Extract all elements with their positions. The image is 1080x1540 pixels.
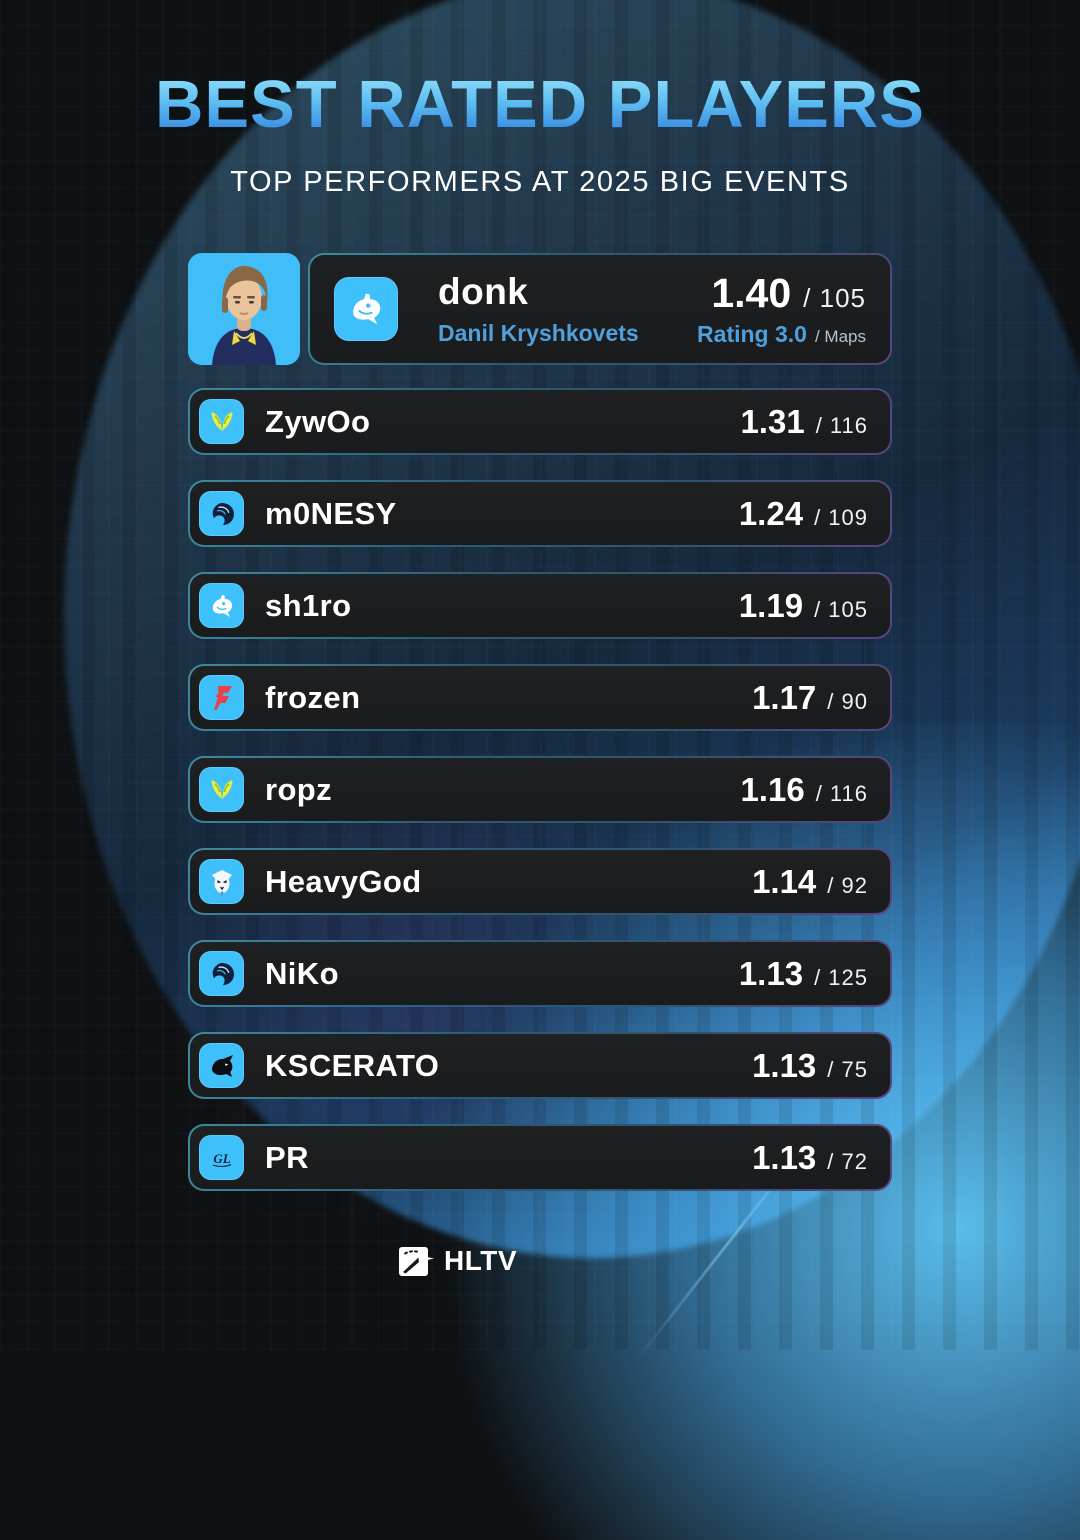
page-subtitle: TOP PERFORMERS AT 2025 BIG EVENTS	[230, 166, 850, 198]
maps-count: / 92	[827, 872, 868, 898]
g2-esports-logo-icon	[199, 859, 244, 904]
player-photo-donk	[188, 253, 300, 365]
player-row: m0NESY 1.24 / 109	[188, 480, 892, 547]
maps-count: / 72	[827, 1148, 868, 1174]
rating-value: 1.31	[740, 402, 805, 440]
player-nickname: frozen	[265, 679, 361, 715]
player-nickname: HeavyGod	[265, 863, 422, 899]
furia-logo-icon	[199, 1043, 244, 1088]
featured-player-card: donk Danil Kryshkovets 1.40 / 105 Rating…	[308, 253, 892, 365]
featured-rating-block: 1.40 / 105 Rating 3.0 / Maps	[697, 270, 866, 348]
team-falcons-logo-icon	[199, 951, 244, 996]
team-falcons-logo-icon	[199, 491, 244, 536]
player-row: ZywOo 1.31 / 116	[188, 388, 892, 455]
rating-value: 1.40	[711, 270, 792, 316]
team-spirit-logo-chip: sh1ro 1.19 / 105	[188, 572, 892, 639]
maps-count: / 125	[814, 964, 868, 990]
rating-value: 1.19	[738, 586, 804, 624]
hltv-brand: HLTV	[396, 1243, 517, 1279]
player-card: m0NESY 1.24 / 109	[188, 480, 892, 547]
rating-value: 1.13	[738, 954, 804, 992]
player-nickname: ropz	[265, 771, 333, 807]
player-card: HeavyGod 1.14 / 92	[188, 848, 892, 915]
maps-count: / 109	[814, 504, 868, 530]
player-card: GL PR 1.13 / 72	[188, 1124, 892, 1191]
rating-block: 1.14 / 92	[752, 863, 868, 901]
infographic: BEST RATED PLAYERS TOP PERFORMERS AT 202…	[0, 66, 1080, 1279]
maps-count: / 75	[827, 1056, 868, 1082]
hltv-brand-text: HLTV	[444, 1245, 518, 1276]
faze-clan-logo-icon	[199, 675, 244, 720]
player-row: NiKo 1.13 / 125	[188, 940, 892, 1007]
gamerlegion-logo-text: GL	[213, 1151, 230, 1166]
maps-count: / 105	[803, 283, 866, 313]
team-vitality-logo-icon	[199, 767, 244, 812]
rating-value: 1.13	[752, 1046, 817, 1084]
rating-block: 1.31 / 116	[740, 403, 868, 441]
player-nickname: PR	[265, 1139, 309, 1175]
rating-block: 1.17 / 90	[752, 679, 868, 717]
featured-name-block: donk Danil Kryshkovets	[438, 271, 639, 347]
rating-value: 1.24	[738, 494, 804, 532]
rating-block: 1.13 / 125	[739, 955, 868, 993]
maps-label: / Maps	[814, 327, 866, 346]
rating-value: 1.17	[752, 678, 817, 716]
team-vitality-logo-icon	[199, 399, 244, 444]
player-real-name: Danil Kryshkovets	[438, 320, 639, 346]
player-nickname: donk	[438, 271, 529, 312]
player-row: GL PR 1.13 / 72	[188, 1124, 892, 1191]
maps-count: / 116	[815, 780, 868, 806]
team-spirit-logo-icon	[334, 277, 398, 341]
maps-count: / 90	[827, 688, 868, 714]
player-row: HeavyGod 1.14 / 92	[188, 848, 892, 915]
player-row: frozen 1.17 / 90	[188, 664, 892, 731]
player-card: ropz 1.16 / 116	[188, 756, 892, 823]
player-ranking-list: donk Danil Kryshkovets 1.40 / 105 Rating…	[188, 253, 892, 1216]
maps-count: / 116	[815, 412, 868, 438]
player-nickname: KSCERATO	[265, 1047, 440, 1083]
player-nickname: m0NESY	[265, 495, 397, 531]
player-row: ropz 1.16 / 116	[188, 756, 892, 823]
player-nickname: ZywOo	[265, 403, 371, 439]
rating-block: 1.24 / 109	[739, 495, 868, 533]
donk-portrait-illustration	[188, 253, 300, 365]
player-row: KSCERATO 1.13 / 75	[188, 1032, 892, 1099]
rating-system-label: Rating 3.0	[697, 321, 807, 347]
rating-value: 1.14	[752, 862, 817, 900]
player-card: KSCERATO 1.13 / 75	[188, 1032, 892, 1099]
player-card: NiKo 1.13 / 125	[188, 940, 892, 1007]
rating-block: 1.19 / 105	[739, 587, 868, 625]
gamerlegion-logo-icon: GL	[199, 1135, 244, 1180]
player-nickname: NiKo	[265, 955, 339, 991]
player-card: ZywOo 1.31 / 116	[188, 388, 892, 455]
rating-block: 1.13 / 75	[752, 1047, 868, 1085]
player-row: sh1ro 1.19 / 105	[188, 572, 892, 639]
rating-value: 1.13	[752, 1138, 817, 1176]
team-spirit-logo-icon	[199, 583, 244, 628]
player-card: frozen 1.17 / 90	[188, 664, 892, 731]
player-nickname: sh1ro	[265, 587, 352, 623]
rating-block: 1.16 / 116	[740, 771, 868, 809]
page-title: BEST RATED PLAYERS	[0, 66, 1080, 143]
maps-count: / 105	[814, 596, 868, 622]
featured-player-row: donk Danil Kryshkovets 1.40 / 105 Rating…	[188, 253, 892, 365]
rating-block: 1.13 / 72	[752, 1139, 868, 1177]
rating-value: 1.16	[740, 770, 805, 808]
hltv-logo-icon	[399, 1247, 434, 1276]
